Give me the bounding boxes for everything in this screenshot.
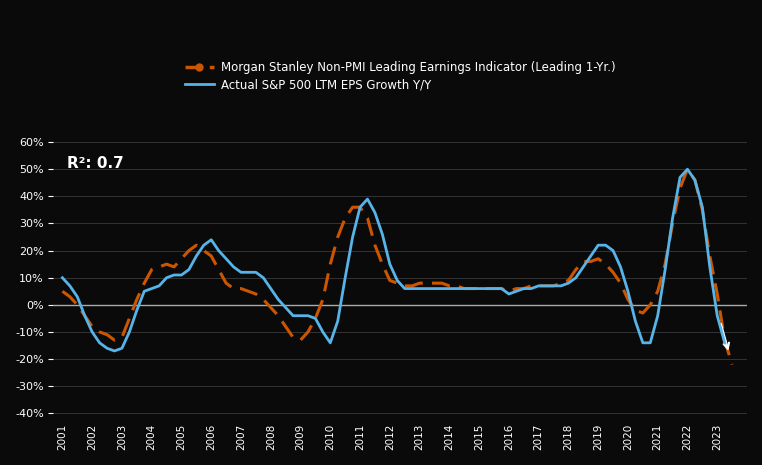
Text: R²: 0.7: R²: 0.7 <box>67 156 124 171</box>
Legend: Morgan Stanley Non-PMI Leading Earnings Indicator (Leading 1-Yr.), Actual S&P 50: Morgan Stanley Non-PMI Leading Earnings … <box>184 61 616 92</box>
